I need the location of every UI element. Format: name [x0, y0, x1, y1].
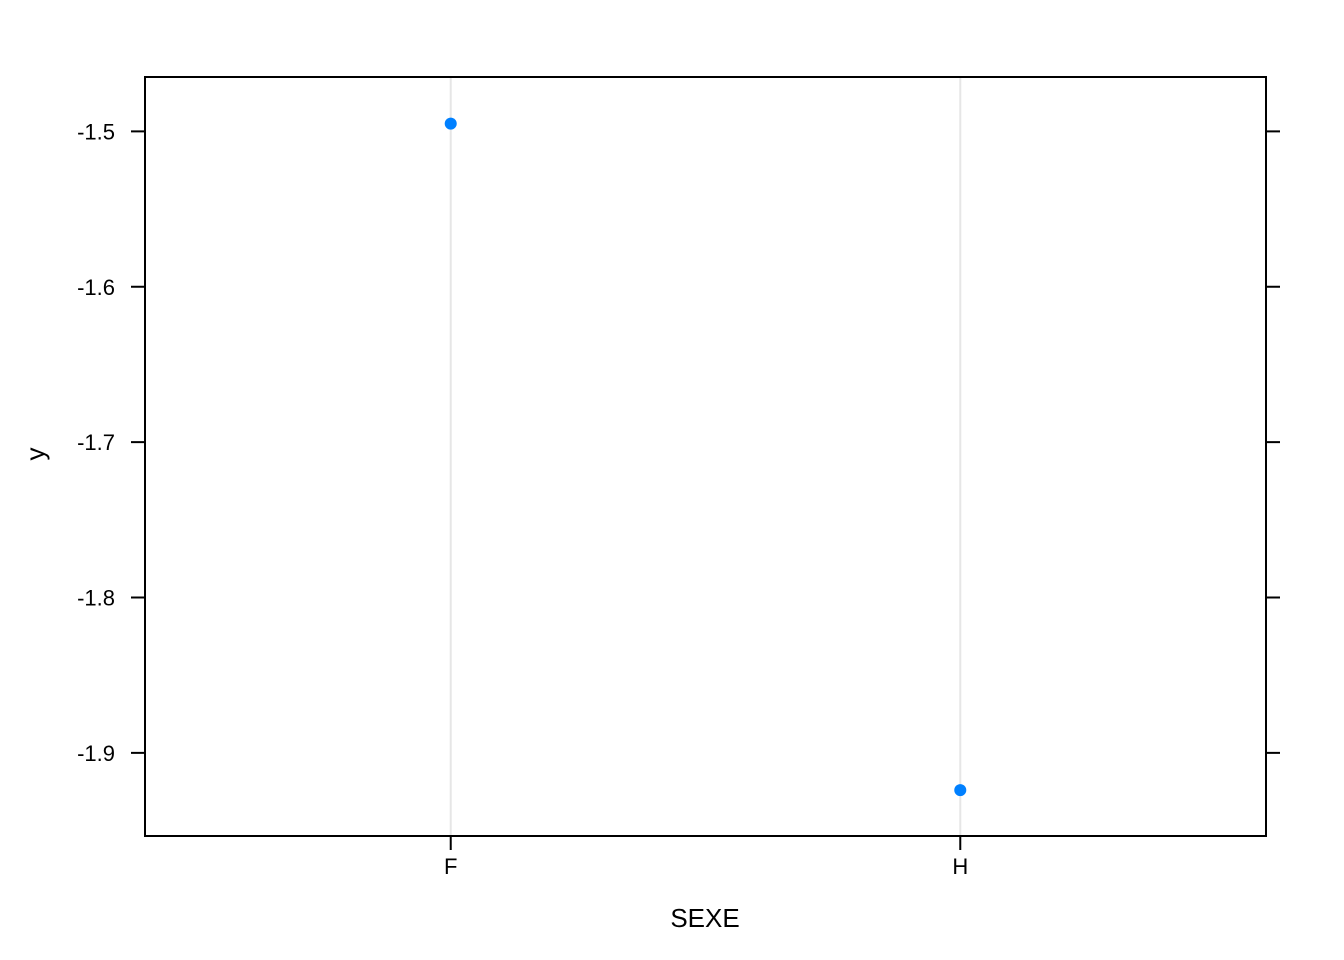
y-axis-title: y	[20, 448, 50, 461]
x-tick-label-f: F	[444, 854, 457, 879]
data-point-h	[954, 784, 967, 797]
data-points	[444, 117, 967, 797]
x-axis-title: SEXE	[670, 903, 739, 933]
data-point-f	[444, 117, 457, 130]
y-tick-label: -1.7	[77, 430, 115, 455]
y-tick-label: -1.8	[77, 586, 115, 611]
y-tick-label: -1.9	[77, 741, 115, 766]
gridlines	[449, 77, 962, 836]
y-tick-label: -1.6	[77, 275, 115, 300]
y-tick-label: -1.5	[77, 119, 115, 144]
x-tick-label-h: H	[952, 854, 968, 879]
y-axis-ticks: -1.5 -1.6 -1.7 -1.8 -1.9	[77, 119, 1280, 766]
plot-frame	[144, 76, 1267, 837]
